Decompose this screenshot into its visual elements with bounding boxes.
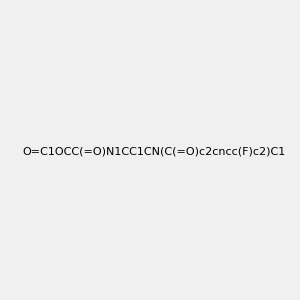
Text: O=C1OCC(=O)N1CC1CN(C(=O)c2cncc(F)c2)C1: O=C1OCC(=O)N1CC1CN(C(=O)c2cncc(F)c2)C1 bbox=[22, 146, 285, 157]
